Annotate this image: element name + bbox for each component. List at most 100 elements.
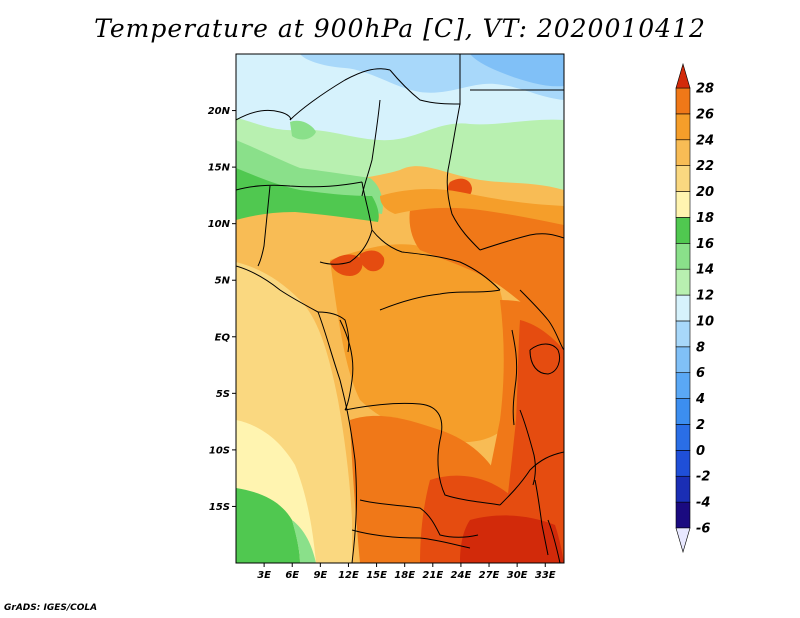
lon-tick-label: 21E xyxy=(422,570,443,581)
border-great-lakes-2 xyxy=(519,409,536,486)
border-angola-zambia xyxy=(359,499,479,538)
lon-tick-label: 30E xyxy=(507,570,528,581)
border-algeria-niger xyxy=(289,68,391,121)
border-great-lakes-1 xyxy=(511,329,518,426)
field-region-central-orange xyxy=(330,244,512,443)
temperature-field xyxy=(236,54,564,563)
lat-tick-label: 10S xyxy=(209,445,230,456)
colorbar-segment xyxy=(675,165,691,192)
field-region-nw-green-patch xyxy=(290,120,316,140)
field-region-se-deepred xyxy=(460,515,564,563)
colorbar-label: 16 xyxy=(696,237,714,252)
field-region-west-coast-orange xyxy=(236,280,300,362)
map-title: Temperature at 900hPa [C], VT: 202001041… xyxy=(94,14,706,43)
map-frame xyxy=(235,53,565,564)
lon-tick-label: 18E xyxy=(394,570,415,581)
colorbar-segment xyxy=(675,87,691,115)
colorbar-label: -4 xyxy=(696,496,710,511)
field-region-ne-orange-band xyxy=(380,189,564,225)
colorbar-segment xyxy=(675,372,691,399)
colorbar-label: 26 xyxy=(696,107,714,122)
colorbar-label: -6 xyxy=(696,522,710,537)
lat-tick-label: 20N xyxy=(208,106,231,117)
colorbar-segment xyxy=(675,320,691,348)
colorbar-label: 22 xyxy=(696,159,714,174)
field-region-sw-green xyxy=(236,488,300,563)
border-malawi xyxy=(534,479,549,556)
border-libya-niger xyxy=(389,54,461,105)
colorbar-segment xyxy=(675,139,691,166)
field-region-sahel-dark xyxy=(236,168,379,222)
colorbar-label: -2 xyxy=(696,470,710,485)
colorbar-label: 10 xyxy=(696,314,714,329)
colorbar-label: 24 xyxy=(696,133,714,148)
border-nigeria-cameroon xyxy=(319,181,373,265)
colorbar-label: 0 xyxy=(696,444,705,459)
border-congo-drc xyxy=(339,319,354,411)
field-region-hot-spot-1 xyxy=(330,254,363,276)
colorbar-segment xyxy=(675,113,691,141)
colorbar-label: 28 xyxy=(696,82,714,97)
lon-tick-label: 12E xyxy=(338,570,359,581)
colorbar-segment xyxy=(675,450,691,477)
border-chad-sudan xyxy=(446,103,481,251)
lat-tick-label: 15N xyxy=(208,163,231,174)
field-region-hot-spot-2 xyxy=(359,250,385,272)
lon-tick-label: 33E xyxy=(535,570,556,581)
border-east-border xyxy=(519,289,564,351)
latitude-axis: 20N 15N 10N 5N EQ 5S 10S 15S xyxy=(208,106,236,513)
field-region-east-red xyxy=(500,320,564,563)
lon-tick-label: 27E xyxy=(479,570,500,581)
colorbar-under-triangle xyxy=(675,527,691,554)
colorbar-label: 18 xyxy=(696,211,714,226)
border-benin-nigeria xyxy=(257,185,271,267)
colorbar-segment xyxy=(675,424,691,451)
lat-tick-label: 10N xyxy=(208,219,231,230)
colorbar-label: 12 xyxy=(696,289,714,304)
border-lake-victoria xyxy=(529,343,561,375)
lat-tick-label: 5N xyxy=(215,276,231,287)
lon-tick-label: 15E xyxy=(366,570,387,581)
colorbar-segment xyxy=(675,268,691,296)
field-region-sw-green-light xyxy=(292,520,316,563)
border-drc-south xyxy=(344,402,501,506)
lon-tick-label: 6E xyxy=(285,570,299,581)
lon-tick-label: 24E xyxy=(451,570,472,581)
colorbar-label: 20 xyxy=(696,185,714,200)
lon-tick-label: 3E xyxy=(257,570,271,581)
border-cameroon-car xyxy=(371,229,501,291)
colorbar-segment xyxy=(675,217,691,244)
longitude-axis: 3E 6E 9E 12E 15E 18E 21E 24E 27E 30E 33E xyxy=(257,563,556,581)
border-angola-namibia xyxy=(351,529,471,549)
border-zambia-tanzania xyxy=(499,451,564,506)
field-region-north-deep xyxy=(470,54,564,87)
lon-tick-label: 9E xyxy=(313,570,327,581)
colorbar-segment xyxy=(675,294,691,322)
colorbar-segment xyxy=(675,501,691,529)
colorbar-label: 4 xyxy=(695,392,705,407)
colorbar-segment xyxy=(675,242,691,270)
border-coastline-west xyxy=(236,265,357,563)
lat-tick-label: 5S xyxy=(216,389,230,400)
grads-credit: GrADS: IGES/COLA xyxy=(4,603,98,613)
colorbar-label: 2 xyxy=(696,418,705,433)
field-region-ne-hot xyxy=(409,198,564,330)
colorbar-label: 6 xyxy=(696,366,705,381)
colorbar-label: 8 xyxy=(696,340,705,355)
colorbar-segment xyxy=(675,191,691,218)
border-mozambique xyxy=(547,519,561,563)
border-niger-chad xyxy=(361,99,381,197)
colorbar-over-triangle xyxy=(675,62,691,89)
colorbar-segment xyxy=(675,346,691,374)
border-car-drc xyxy=(379,289,501,311)
country-borders xyxy=(236,54,564,563)
border-sudan-south xyxy=(479,233,564,251)
lat-tick-label: 15S xyxy=(209,502,230,513)
colorbar-label: 14 xyxy=(696,263,714,278)
border-mali-niger xyxy=(236,109,291,121)
colorbar-segment xyxy=(675,398,691,425)
colorbar-segment xyxy=(675,475,691,503)
lat-tick-label: EQ xyxy=(215,332,231,343)
